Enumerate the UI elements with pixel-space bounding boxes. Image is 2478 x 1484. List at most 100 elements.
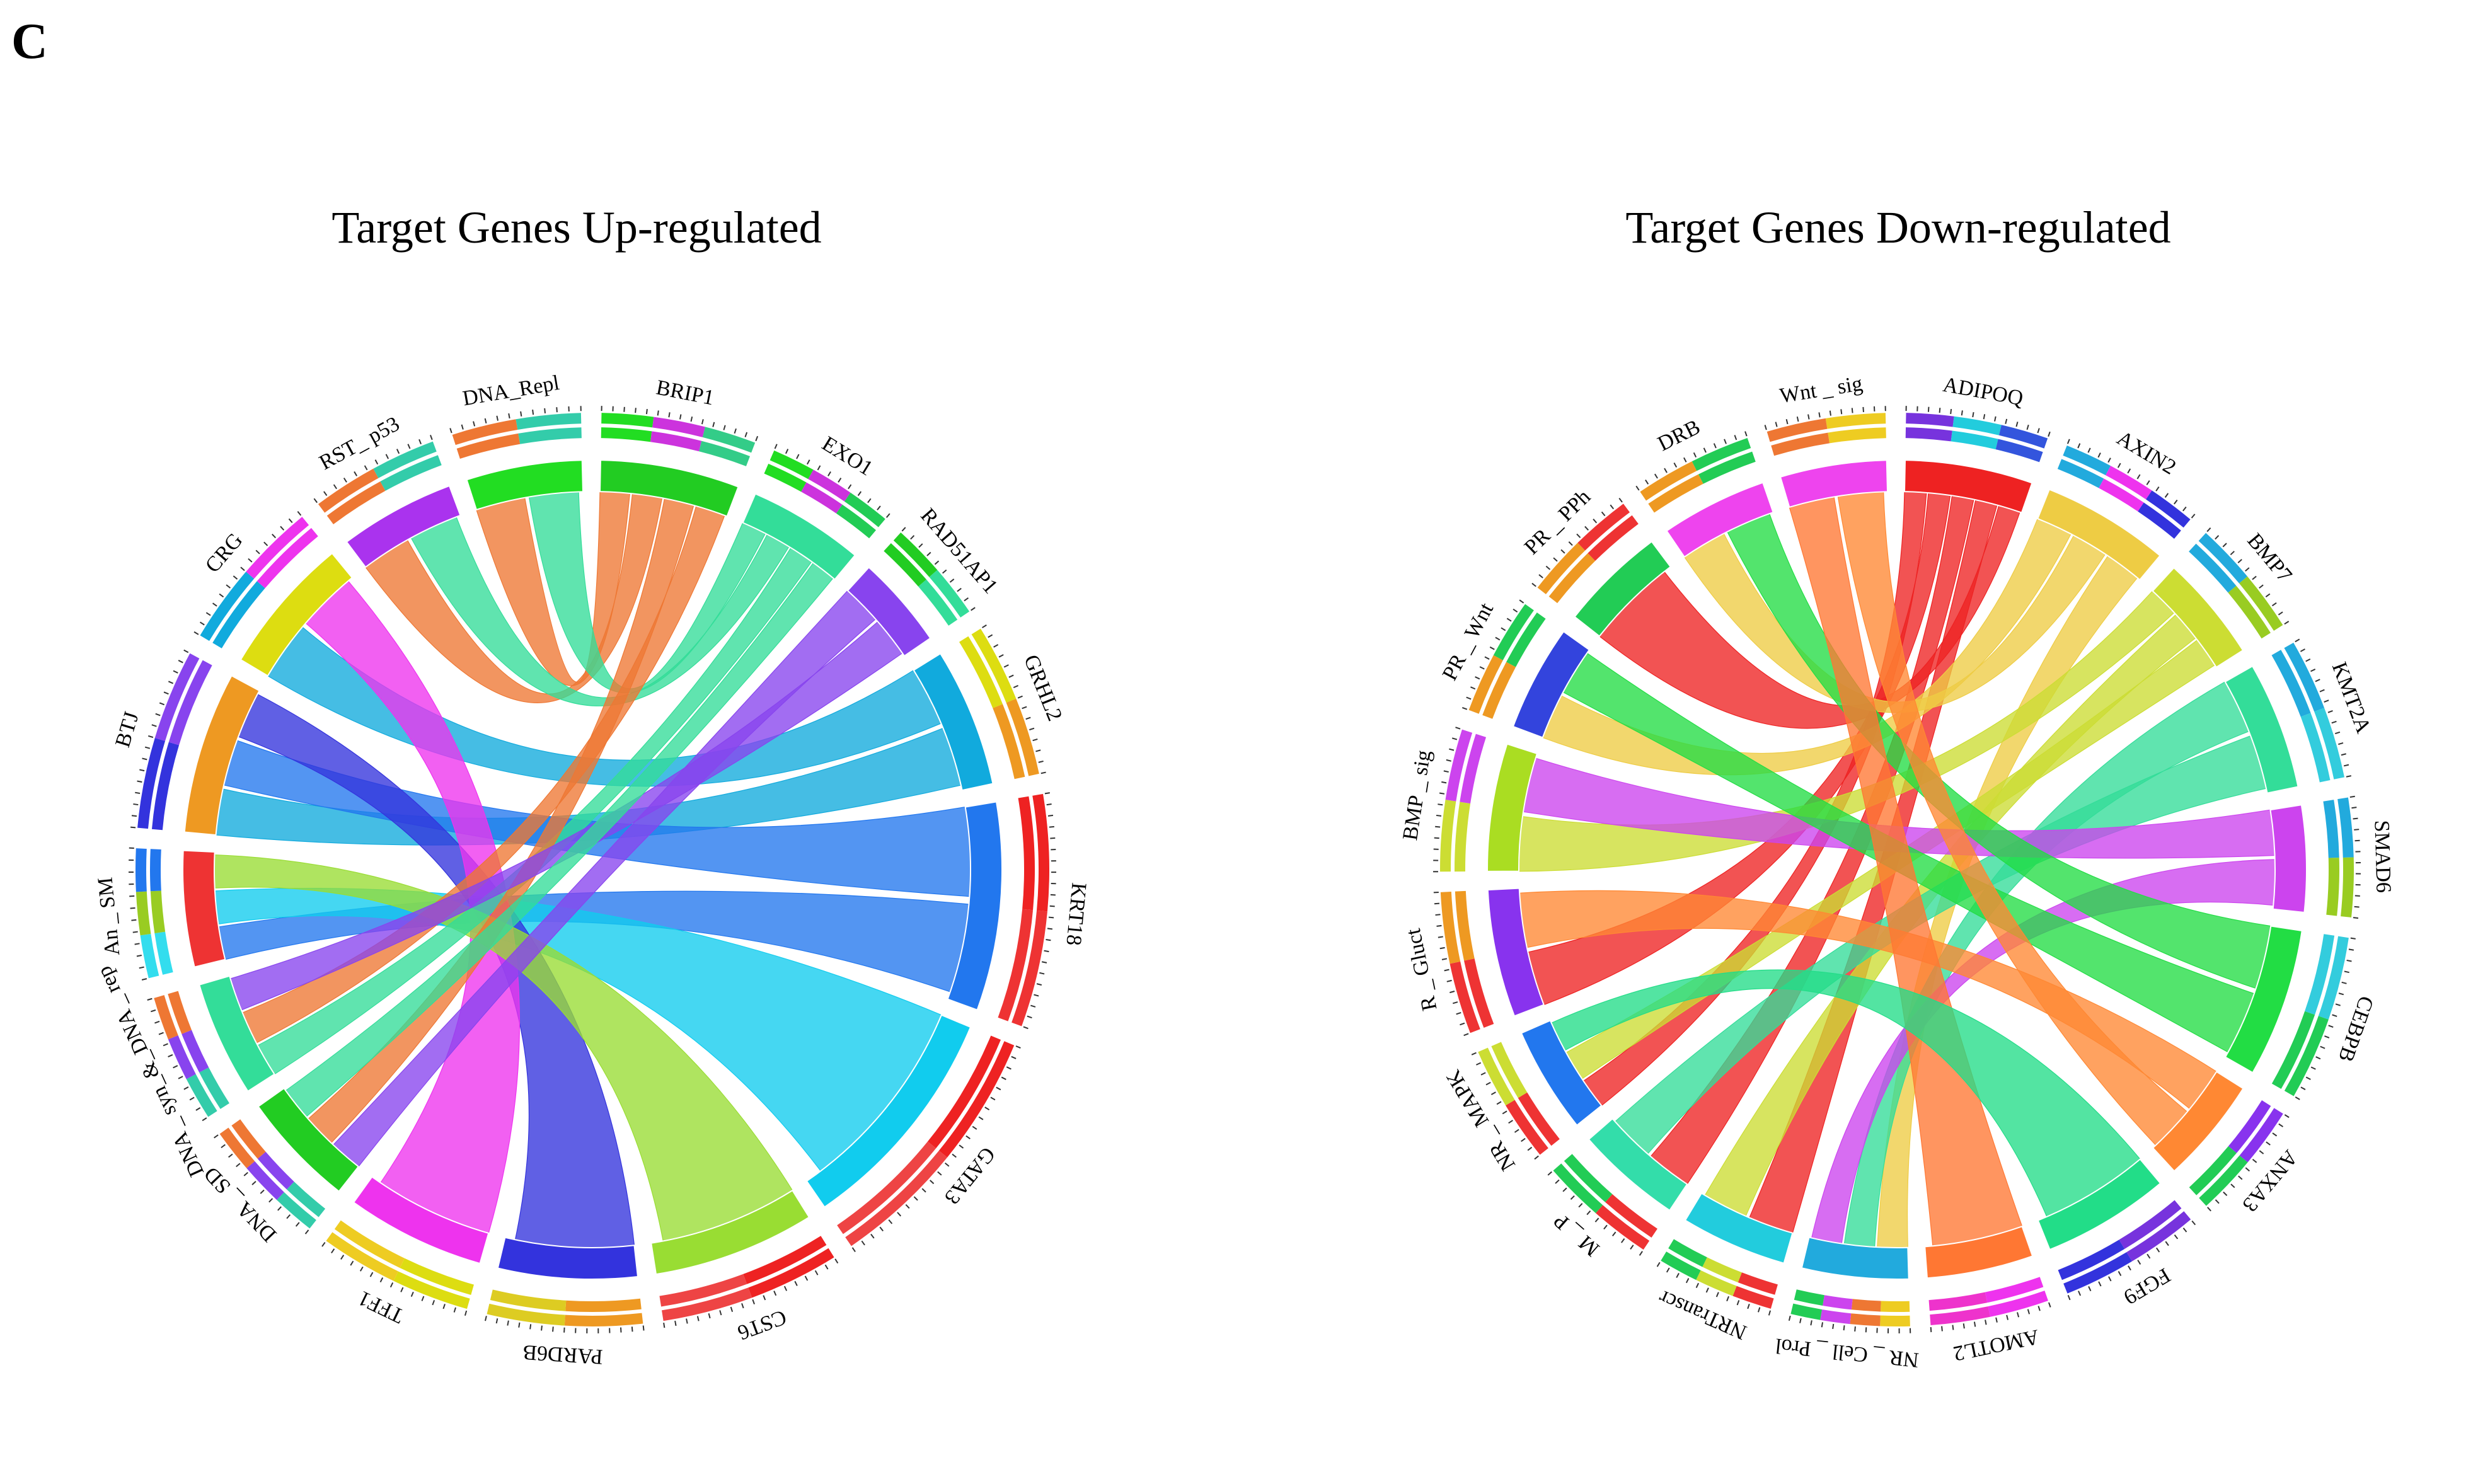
- tick-adipoq-2: [1927, 406, 1930, 412]
- tick-cst6-5: [783, 1286, 788, 1291]
- tick-krt18-14: [1044, 950, 1049, 953]
- segment-label-wnt-sig: Wnt _ sig: [1778, 372, 1864, 408]
- outer-band-brip1-1: [650, 431, 702, 452]
- tick-pr-pph-3: [1553, 557, 1558, 562]
- ribbons: [1518, 491, 2276, 1248]
- outer-band-cebpb-1: [2271, 1011, 2315, 1090]
- segment-arc-bmp7: [2152, 567, 2244, 669]
- tick-axin2-3: [2097, 452, 2101, 458]
- tick-nr-mapk-6: [1496, 1101, 1502, 1105]
- tick-cst6-0: [834, 1258, 839, 1264]
- tick-exo1-8: [857, 491, 862, 497]
- tick-nrtranscr-7: [1695, 1282, 1699, 1289]
- tick-nrtranscr-8: [1685, 1278, 1690, 1284]
- tick-gata3-10: [959, 1144, 964, 1149]
- tick-amotl2-1: [2037, 1306, 2041, 1311]
- tick-exo1-6: [838, 478, 842, 483]
- tick-pr-wnt-7: [1495, 636, 1501, 641]
- tick-bmp-sig-13: [1455, 727, 1461, 730]
- tick-gata3-15: [921, 1188, 926, 1193]
- tick-cebpb-0: [2350, 937, 2356, 940]
- tick-pard6b-1: [631, 1326, 633, 1332]
- outer-band-anxa3-0: [2228, 1100, 2271, 1153]
- tick-krt18-21: [1023, 1026, 1029, 1030]
- outer-band-kmt2a-0: [2271, 650, 2311, 717]
- outer-band-nrtranscr-0: [1737, 1272, 1778, 1295]
- tick-gata3-2: [1006, 1066, 1011, 1070]
- tick-krt18-1: [1046, 803, 1052, 806]
- tick-crg-3: [212, 602, 217, 607]
- outer-band2-fgf9-0: [2126, 1211, 2191, 1262]
- tick-pr-pph-4: [1560, 549, 1565, 554]
- outer-band2-anxa3-1: [2199, 1155, 2248, 1206]
- tick-pard6b-14: [485, 1316, 487, 1321]
- outer-band2-crg-1: [246, 517, 309, 579]
- tick-exo1-5: [827, 471, 831, 476]
- segment-arc-pr-wnt: [1512, 630, 1591, 739]
- segment-label-pard6b: PARD6B: [522, 1340, 603, 1369]
- tick-wnt-sig-2: [1785, 418, 1789, 425]
- tick-rst-p53-10: [418, 439, 422, 445]
- outer-band2-gata3-0: [938, 1041, 1015, 1158]
- tick-kmt2a-4: [2315, 679, 2320, 682]
- tick-bmp7-10: [2278, 611, 2283, 616]
- outer-band2-btj-0: [137, 738, 166, 829]
- outer-band-pard6b-1: [490, 1289, 567, 1311]
- tick-btj-1: [131, 815, 137, 817]
- outer-band2-dna-syn-dna-rep-2: [154, 995, 178, 1040]
- outer-band2-smad6-1: [2341, 857, 2354, 917]
- segment-arc-nrtranscr: [1684, 1192, 1794, 1264]
- tick-tff1-7: [389, 1282, 394, 1288]
- tick-kmt2a-1: [2300, 648, 2305, 652]
- tick-cebpb-3: [2344, 970, 2349, 974]
- tick-grhl2-14: [1040, 771, 1046, 774]
- tick-dna-syn-dna-rep-8: [158, 1032, 164, 1035]
- tick-nr-mapk-5: [1502, 1110, 1507, 1115]
- outer-band2-btj-1: [154, 653, 200, 741]
- segment-label-btj: BTJ: [111, 709, 144, 750]
- tick-cebpb-14: [2300, 1086, 2306, 1090]
- segment-label-cst6: CST6: [735, 1305, 790, 1344]
- outer-band-exo1-0: [764, 463, 807, 492]
- tick-pr-pph-5: [1568, 541, 1573, 546]
- segment-label-crg: CRG: [201, 529, 248, 577]
- tick-cst6-3: [804, 1275, 809, 1281]
- tick-bmp-sig-11: [1449, 748, 1455, 751]
- segment-label-kmt2a: KMT2A: [2327, 659, 2375, 737]
- outer-band2-adipoq-2: [1998, 425, 2048, 449]
- tick-gata3-6: [984, 1107, 990, 1111]
- tick-axin2-8: [2146, 480, 2150, 485]
- tick-gata3-11: [952, 1153, 957, 1158]
- chord-ribbon-fgf9-to-nr-mapk: [1550, 969, 2141, 1217]
- tick-bmp7-8: [2265, 593, 2271, 597]
- outer-band2-bmp-sig-1: [1445, 729, 1473, 802]
- tick-rad51ap1-6: [949, 578, 955, 583]
- tick-rst-p53-8: [396, 449, 400, 454]
- tick-grhl2-13: [1038, 760, 1044, 763]
- tick-crg-9: [255, 549, 260, 555]
- tick-adipoq-12: [2037, 428, 2040, 434]
- tick-nr-mapk-0: [1534, 1155, 1539, 1160]
- tick-krt18-19: [1030, 1004, 1036, 1008]
- tick-cst6-8: [752, 1299, 755, 1305]
- tick-pr-pph-1: [1538, 574, 1543, 578]
- tick-wnt-sig-1: [1775, 422, 1778, 427]
- tick-btj-14: [173, 670, 178, 674]
- segment-arc-btj: [183, 674, 260, 836]
- tick-gata3-8: [972, 1125, 977, 1130]
- tick-brip1-12: [734, 428, 737, 434]
- outer-band2-an-sm-1: [135, 891, 151, 936]
- tick-kmt2a-13: [2346, 775, 2351, 778]
- tick-drb-0: [1635, 485, 1640, 491]
- outer-band-pr-wnt-1: [1506, 612, 1546, 667]
- outer-band2-exo1-0: [769, 450, 814, 480]
- tick-brip1-7: [679, 414, 682, 420]
- tick-tff1-6: [400, 1287, 404, 1292]
- tick-dna-repl-2: [473, 421, 476, 427]
- tick-kmt2a-7: [2327, 710, 2333, 713]
- tick-fgf9-4: [2155, 1247, 2160, 1253]
- tick-krt18-12: [1047, 928, 1053, 930]
- tick-dna-syn-dna-rep-9: [154, 1020, 160, 1024]
- tick-btj-2: [133, 803, 139, 806]
- tick-brip1-10: [712, 422, 715, 427]
